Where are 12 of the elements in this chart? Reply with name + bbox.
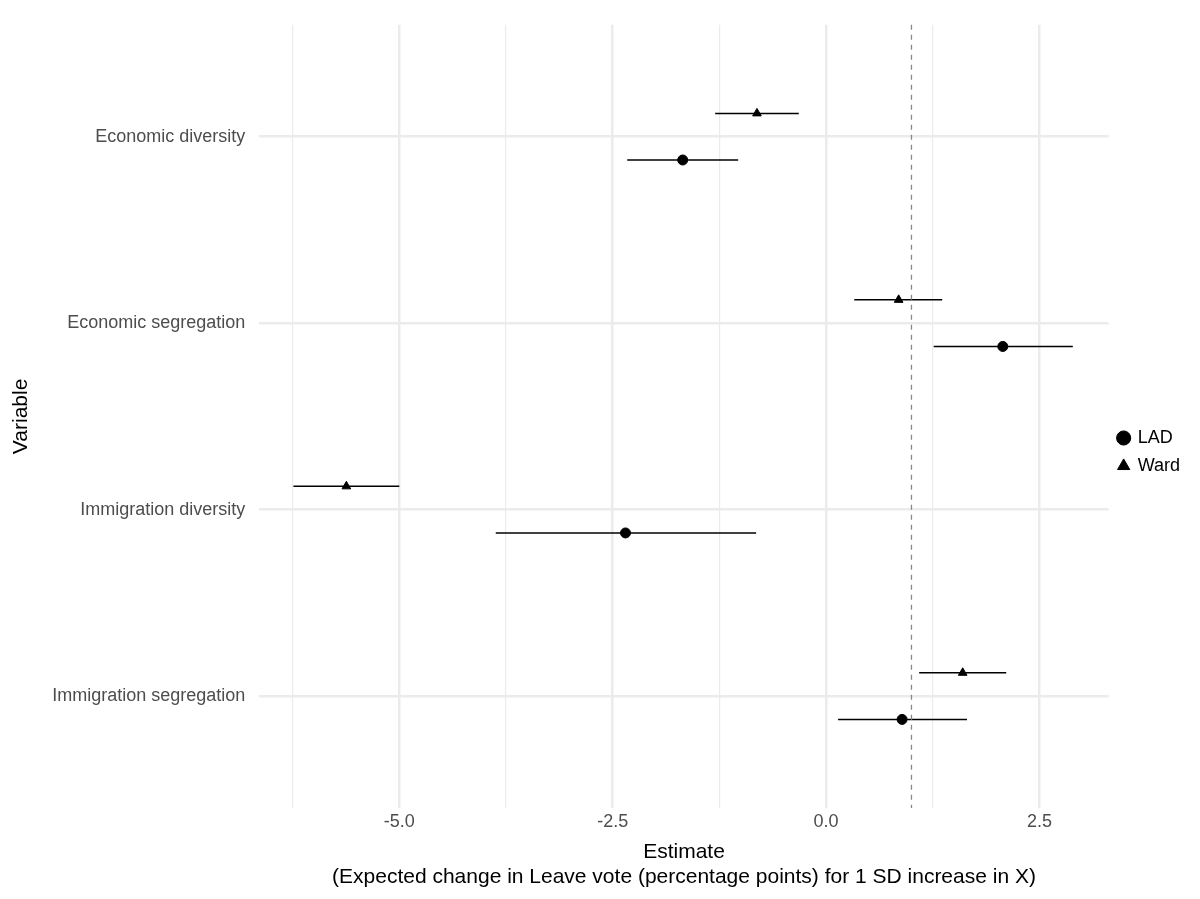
y-axis-title: Variable (8, 378, 32, 455)
y-tick-label: Immigration segregation (52, 685, 246, 706)
x-tick-label: -5.0 (383, 810, 415, 831)
y-tick-label: Economic diversity (95, 125, 246, 146)
legend-label: Ward (1137, 454, 1181, 475)
y-tick-label: Immigration diversity (80, 498, 246, 519)
x-axis-title: Estimate (Expected change in Leave vote (percentage points) for 1 SD increase in X) (332, 839, 1036, 888)
x-tick-label: 0.0 (813, 810, 839, 831)
y-tick-label: Economic segregation (67, 312, 246, 333)
x-tick-label: -2.5 (597, 810, 629, 831)
x-tick-label: 2.5 (1027, 810, 1053, 831)
legend-label: LAD (1137, 426, 1173, 447)
